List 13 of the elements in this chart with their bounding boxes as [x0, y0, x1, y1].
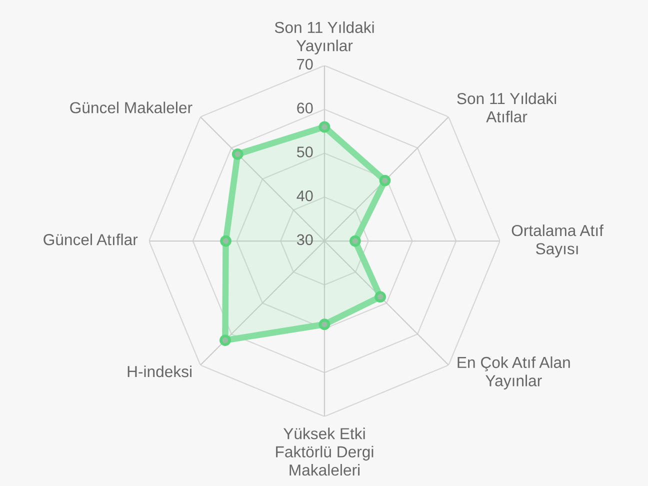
- y-tick-label: 60: [297, 102, 313, 114]
- spoke-label: Ortalama Atıf Sayısı: [512, 224, 604, 258]
- spoke-label: H-indeksi: [128, 366, 192, 378]
- spoke-label: Son 11 Yıldaki Yayınlar: [274, 21, 374, 54]
- spoke-label: Güncel Atıflar: [44, 234, 138, 246]
- y-tick-label: 30: [296, 234, 313, 246]
- spoke-label: Güncel Makaleler: [70, 102, 192, 114]
- y-tick-label: 70: [297, 58, 313, 70]
- spoke-label: Son 11 Yıldaki Atıflar: [457, 92, 556, 122]
- spoke-label: Yüksek Etki Faktörlü Dergi Makaleleri: [276, 428, 374, 476]
- spoke-label: En Çok Atıf Alan Yayınlar: [458, 356, 570, 390]
- y-tick-label: 50: [296, 146, 313, 158]
- y-tick-label: 40: [296, 190, 313, 202]
